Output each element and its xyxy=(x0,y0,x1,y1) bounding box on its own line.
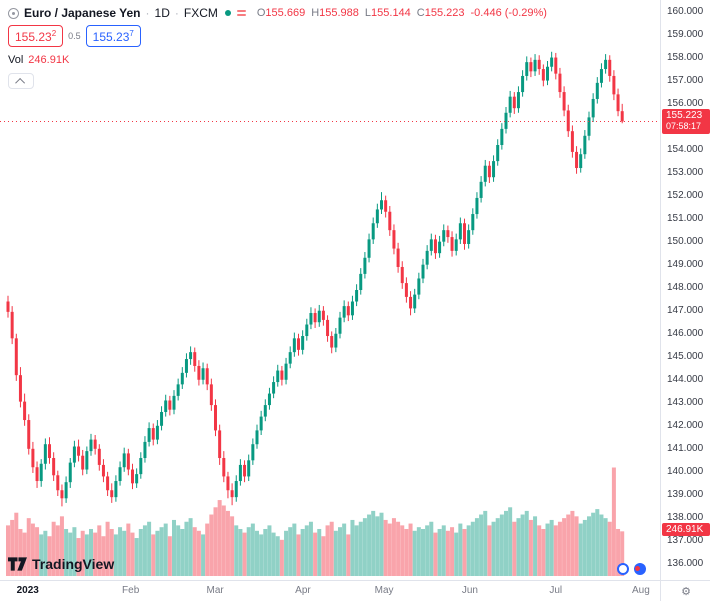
time-tick-label: 2023 xyxy=(16,585,39,596)
buy-ask-button[interactable]: 155.237 xyxy=(85,25,141,47)
price-tick-label: 152.000 xyxy=(667,189,704,201)
price-tick-label: 149.000 xyxy=(667,258,704,270)
gear-icon: ⚙ xyxy=(681,585,691,598)
open-label: O xyxy=(256,7,266,19)
price-tick-label: 160.000 xyxy=(667,5,704,17)
volume-bars xyxy=(6,467,625,576)
price-tick-label: 156.000 xyxy=(667,97,704,109)
last-price-tag: 155.223 07:58:17 xyxy=(662,109,710,135)
last-price-value: 155.223 xyxy=(666,110,703,122)
price-tick-label: 138.000 xyxy=(667,511,704,523)
low-label: L xyxy=(364,7,372,19)
symbol-legend: Euro / Japanese Yen · 1D · FXCM O155.669… xyxy=(8,6,547,89)
price-tick-label: 139.000 xyxy=(667,488,704,500)
price-tick-label: 141.000 xyxy=(667,442,704,454)
chart-canvas[interactable] xyxy=(0,0,660,580)
price-tick-label: 157.000 xyxy=(667,74,704,86)
volume-label: Vol xyxy=(8,54,24,66)
price-tick-label: 140.000 xyxy=(667,465,704,477)
price-axis[interactable]: 155.223 07:58:17 246.91K 160.000 159.000 1… xyxy=(660,0,710,580)
blue-red-circle-icon[interactable] xyxy=(634,563,646,575)
high-label: H xyxy=(311,7,320,19)
time-tick-label: Apr xyxy=(295,585,311,596)
spread-value: 0.5 xyxy=(68,31,81,41)
high-value: 155.988 xyxy=(319,7,359,19)
volume-value: 246.91K xyxy=(28,54,70,66)
blue-ring-circle-icon[interactable] xyxy=(617,563,629,575)
symbol-logo-icon xyxy=(8,7,19,19)
volume-axis-tag: 246.91K xyxy=(662,523,710,537)
chart-region: Euro / Japanese Yen · 1D · FXCM O155.669… xyxy=(0,0,660,580)
price-tick-label: 137.000 xyxy=(667,534,704,546)
separator-dot: · xyxy=(145,6,150,20)
symbol-name[interactable]: Euro / Japanese Yen xyxy=(24,6,141,20)
legend-row-volume: Vol 246.91K xyxy=(8,54,547,66)
chevron-up-icon xyxy=(14,77,25,88)
axis-settings-corner[interactable]: ⚙ xyxy=(660,580,710,601)
time-tick-label: Aug xyxy=(631,585,650,596)
price-tick-label: 148.000 xyxy=(667,281,704,293)
time-axis[interactable]: 2023 Feb Mar Apr May Jun Jul Aug xyxy=(0,580,660,601)
price-tick-label: 150.000 xyxy=(667,235,704,247)
legend-row-quotes: 155.232 0.5 155.237 xyxy=(8,25,547,47)
price-tick-label: 145.000 xyxy=(667,350,704,362)
sell-bid-button[interactable]: 155.232 xyxy=(8,25,64,47)
price-tick-label: 147.000 xyxy=(667,304,704,316)
time-tick-label: Jun xyxy=(461,585,478,596)
market-status-dot-icon xyxy=(224,10,231,16)
legend-row-symbol: Euro / Japanese Yen · 1D · FXCM O155.669… xyxy=(8,6,547,20)
price-tick-label: 154.000 xyxy=(667,143,704,155)
tradingview-logo[interactable]: TradingView xyxy=(8,556,114,572)
open-value: 155.669 xyxy=(265,7,306,19)
corner-indicator-icons xyxy=(617,563,646,575)
close-value: 155.223 xyxy=(424,7,465,19)
close-label: C xyxy=(416,7,425,19)
low-value: 155.144 xyxy=(371,7,411,19)
price-tick-label: 158.000 xyxy=(667,51,704,63)
price-tick-label: 136.000 xyxy=(667,557,704,569)
change-value: -0.446 (-0.29%) xyxy=(470,7,547,19)
time-tick-label: Jul xyxy=(549,585,563,596)
tradingview-logo-icon xyxy=(8,557,27,571)
timeframe-label[interactable]: 1D xyxy=(154,6,170,20)
price-tick-label: 153.000 xyxy=(667,166,704,178)
candles xyxy=(6,51,624,507)
price-tick-label: 144.000 xyxy=(667,373,704,385)
exchange-label[interactable]: FXCM xyxy=(183,6,218,20)
price-tick-label: 159.000 xyxy=(667,28,704,40)
bar-countdown: 07:58:17 xyxy=(666,121,702,132)
price-tick-label: 146.000 xyxy=(667,327,704,339)
time-tick-label: Feb xyxy=(122,585,140,596)
price-tick-label: 151.000 xyxy=(667,212,704,224)
separator-dot: · xyxy=(174,6,179,20)
time-tick-label: Mar xyxy=(206,585,224,596)
collapse-legend-button[interactable] xyxy=(8,73,34,89)
price-tick-label: 142.000 xyxy=(667,419,704,431)
price-tick-label: 143.000 xyxy=(667,396,704,408)
tradingview-logo-text: TradingView xyxy=(32,556,115,572)
time-tick-label: May xyxy=(374,585,394,596)
ohlc-values: O155.669 H155.988 L155.144 C155.223 -0.4… xyxy=(257,7,547,19)
red-lines-icon[interactable] xyxy=(236,10,246,16)
